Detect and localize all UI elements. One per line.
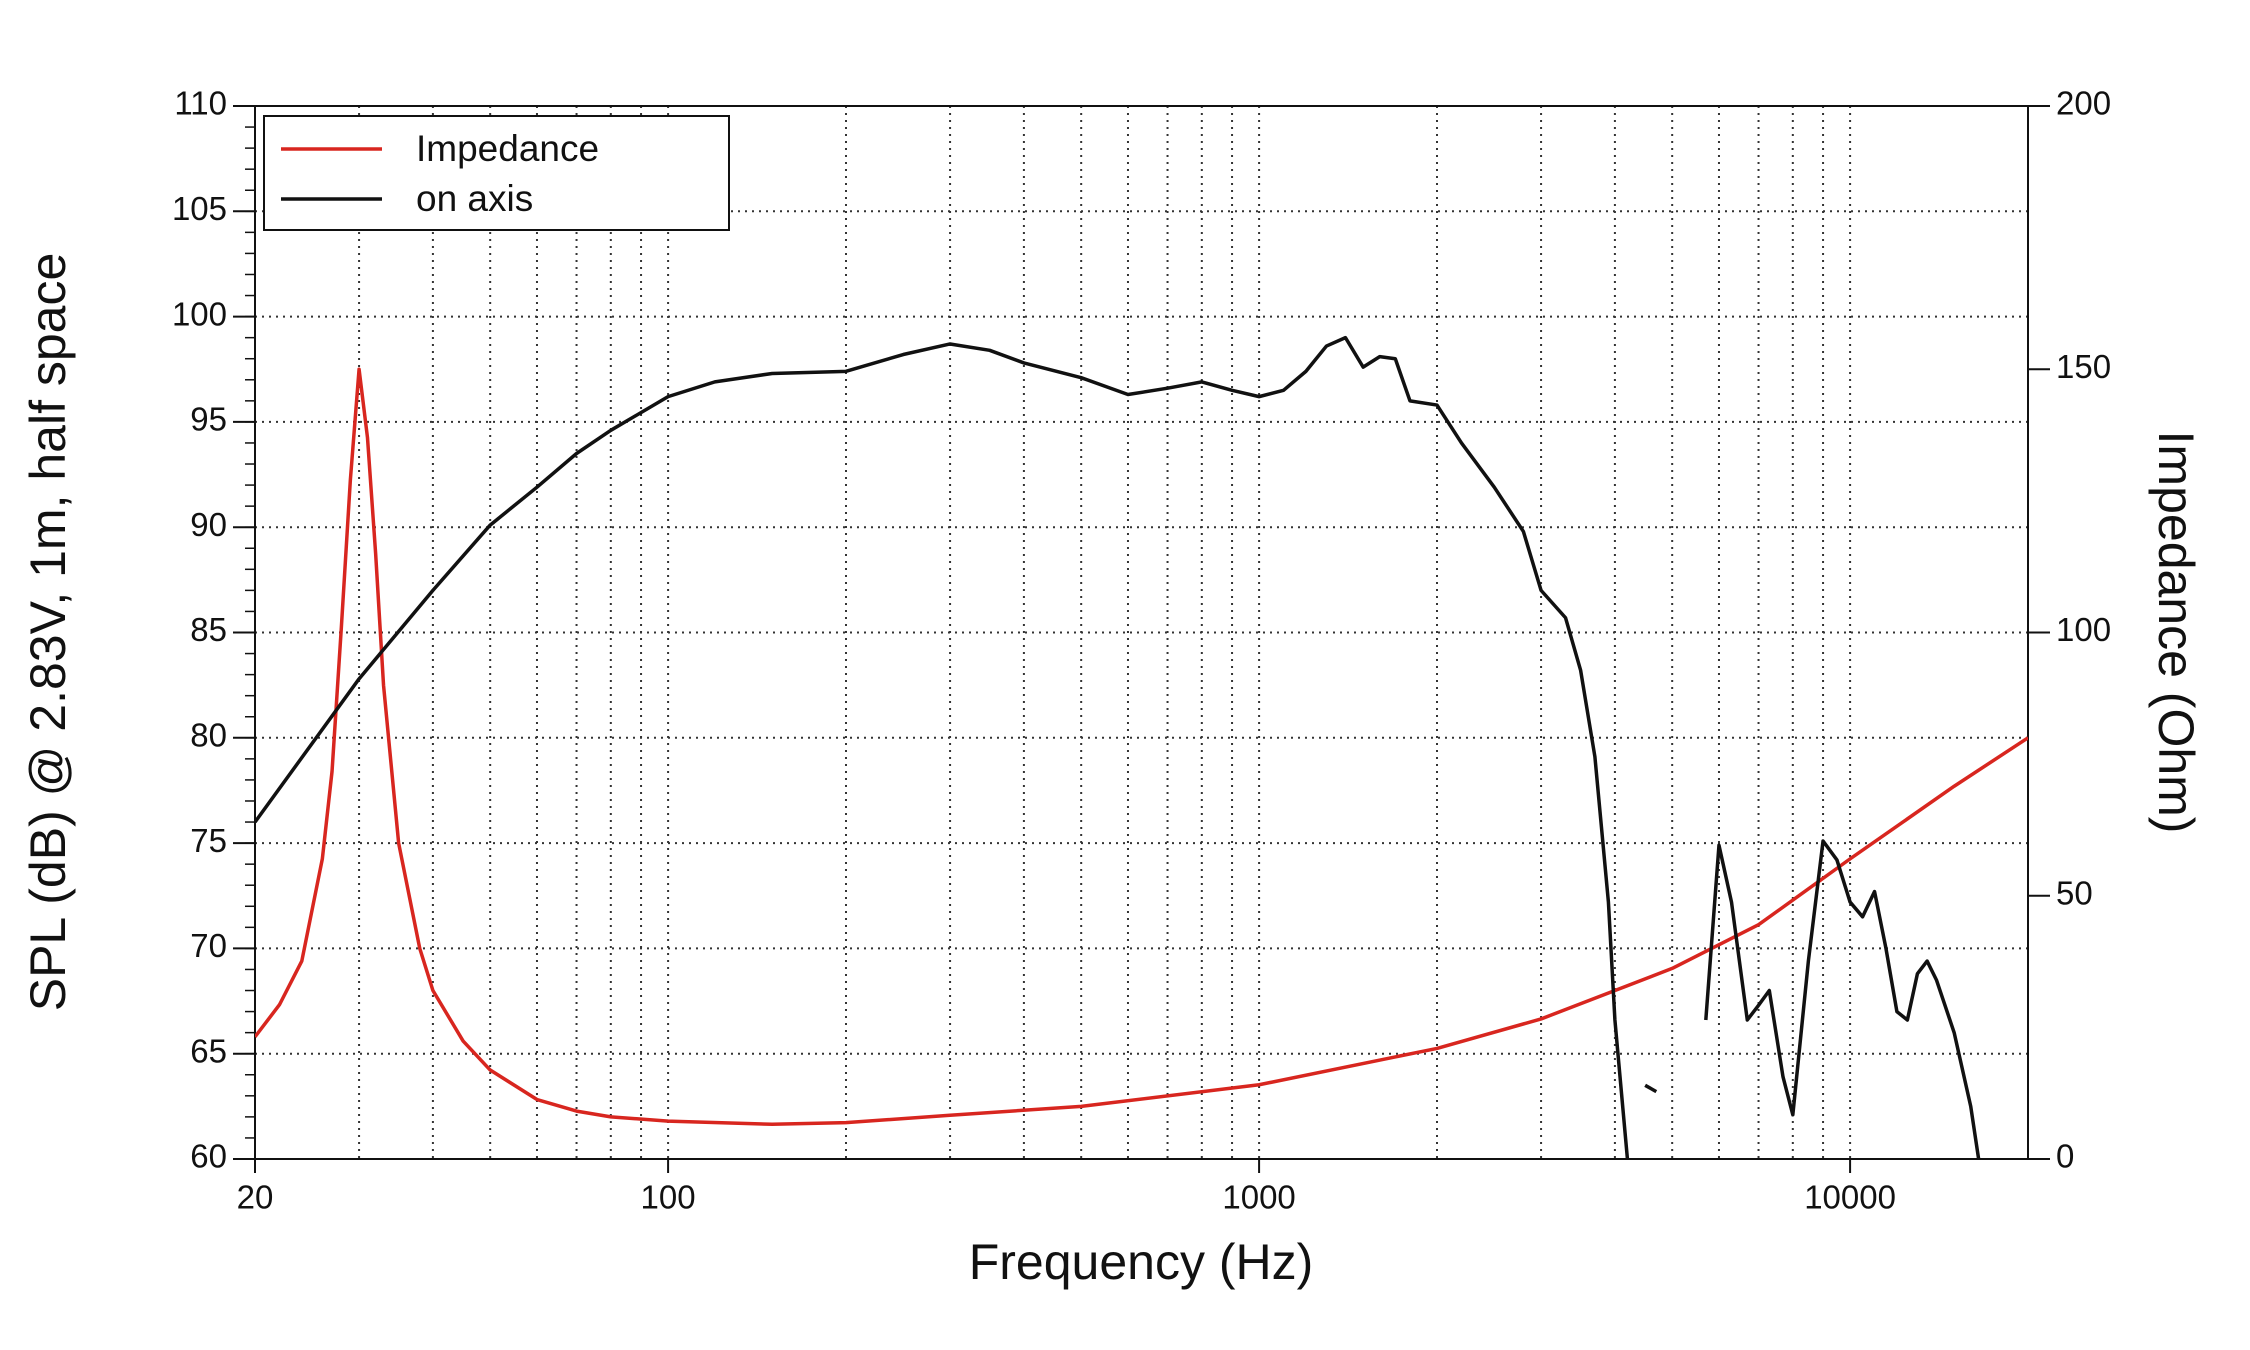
y-tick-label: 70 [190,927,227,964]
y2-tick-label: 200 [2056,85,2111,122]
legend-label: Impedance [416,128,599,169]
y-tick-label: 60 [190,1138,227,1175]
x-axis-title: Frequency (Hz) [969,1234,1314,1290]
series-line [255,367,2028,1126]
legend-box [263,115,730,231]
y-tick-label: 85 [190,611,227,648]
y2-tick-label: 0 [2056,1138,2074,1175]
y-tick-label: 100 [172,295,227,332]
x-tick-label: 20 [237,1179,274,1216]
x-tick-label: 100 [641,1179,696,1216]
x-tick-label: 10000 [1804,1179,1896,1216]
y-axis-title: SPL (dB) @ 2.83V, 1m, half space [20,253,76,1012]
y-tick-label: 65 [190,1032,227,1069]
y-tick-label: 90 [190,506,227,543]
y2-axis-title: Impedance (Ohm) [2148,431,2204,834]
y-tick-label: 105 [172,190,227,227]
y-tick-label: 80 [190,717,227,754]
plot-area [255,335,2028,1159]
y2-tick-label: 100 [2056,611,2111,648]
y2-tick-label: 50 [2056,874,2093,911]
y-tick-label: 110 [174,85,227,122]
x-tick-label: 1000 [1222,1179,1295,1216]
y-tick-label: 75 [190,822,227,859]
y-tick-label: 95 [190,401,227,438]
series-line [255,335,1981,1159]
y2-tick-label: 150 [2056,348,2111,385]
plot-frame [254,105,2029,1160]
legend-label: on axis [416,178,533,219]
